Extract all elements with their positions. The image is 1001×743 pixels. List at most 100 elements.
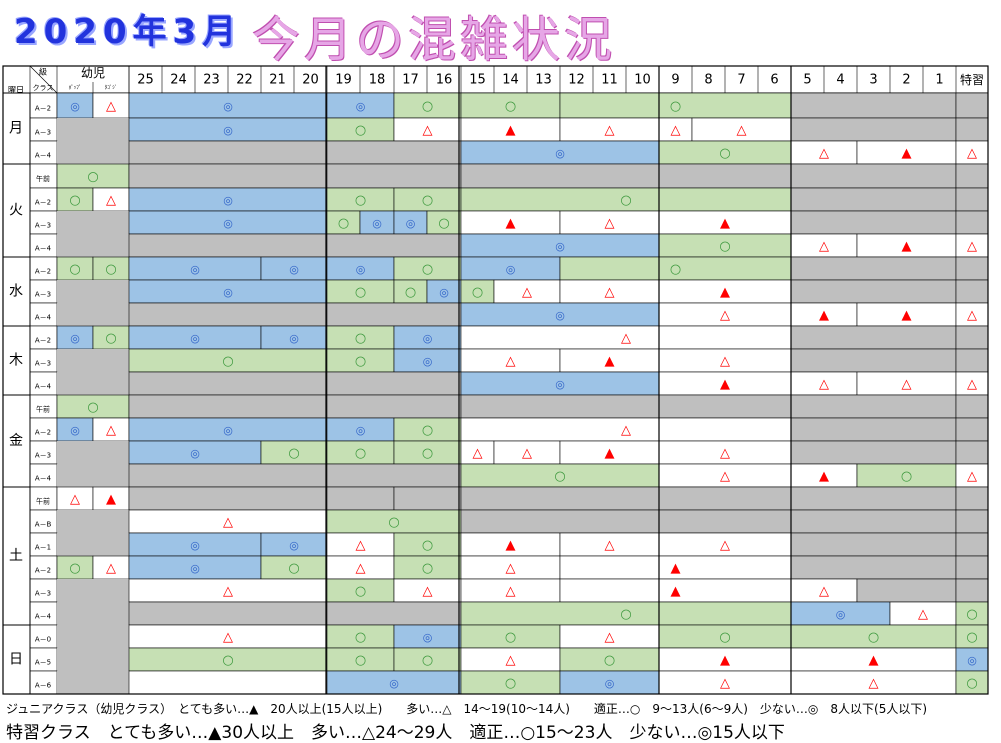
header-date-1: 1 <box>935 73 943 88</box>
header-date-10: 10 <box>634 73 651 88</box>
date-cell <box>955 117 989 142</box>
cell-symbol: △ <box>522 446 532 461</box>
class-label: A－2 <box>35 337 51 345</box>
cell-symbol: ○ <box>966 676 977 691</box>
cell-symbol: △ <box>819 239 829 254</box>
class-label: A－4 <box>35 383 52 391</box>
date-cell <box>955 256 989 281</box>
cell-symbol: ▲ <box>902 146 912 161</box>
youji-symbol: △ <box>106 99 116 114</box>
header-date-22: 22 <box>236 73 253 88</box>
youji-gray <box>57 648 129 671</box>
youji-gray <box>57 579 129 602</box>
class-label: 午前 <box>36 405 50 414</box>
cell-symbol: ○ <box>355 193 366 208</box>
cell-symbol: ○ <box>355 331 366 346</box>
date-cell <box>955 555 989 580</box>
cell-symbol: ◎ <box>605 677 615 690</box>
youji-gray <box>57 533 129 556</box>
youji-symbol: ○ <box>87 170 98 185</box>
cell-symbol: ○ <box>355 285 366 300</box>
date-cell <box>955 187 989 212</box>
date-cell <box>393 486 462 511</box>
youji-gray <box>57 211 129 234</box>
legend-tokushu: 特習クラス とても多い…▲30人以上 多い…△24～29人 適正…○15～23人… <box>6 723 785 743</box>
class-label: A－4 <box>35 314 52 322</box>
cell-symbol: ◎ <box>289 539 299 552</box>
cell-symbol: ▲ <box>605 354 615 369</box>
date-cell <box>326 486 395 511</box>
cell-symbol: ▲ <box>671 561 681 576</box>
header-date-6: 6 <box>770 73 778 88</box>
header-date-21: 21 <box>269 73 286 88</box>
cell-symbol: ○ <box>338 216 349 231</box>
cell-symbol: ▲ <box>819 308 829 323</box>
date-cell <box>128 140 328 165</box>
class-label: A－3 <box>35 590 51 598</box>
date-cell <box>326 601 462 626</box>
date-cell <box>790 440 957 465</box>
youji-gray <box>57 602 129 625</box>
cell-symbol: △ <box>967 469 977 484</box>
cell-symbol: ○ <box>604 653 615 668</box>
date-cell <box>955 394 989 419</box>
cell-symbol: ○ <box>355 446 366 461</box>
class-label: A－2 <box>35 567 51 575</box>
cell-symbol: △ <box>967 239 977 254</box>
date-cell <box>790 325 957 350</box>
cell-symbol: ◎ <box>506 263 516 276</box>
youji-symbol: △ <box>106 193 116 208</box>
header-date-8: 8 <box>704 73 712 88</box>
date-cell <box>128 371 328 396</box>
cell-symbol: ○ <box>472 285 483 300</box>
youji-gray <box>57 671 129 694</box>
cell-symbol: ○ <box>355 584 366 599</box>
cell-symbol: ◎ <box>389 677 399 690</box>
cell-symbol: ▲ <box>605 446 615 461</box>
youji-gray <box>57 372 129 395</box>
cell-symbol: ▲ <box>720 285 730 300</box>
cell-symbol: ▲ <box>720 377 730 392</box>
cell-symbol: ◎ <box>406 217 416 230</box>
youji-gray <box>57 464 129 487</box>
class-label: A－2 <box>35 199 51 207</box>
cell-symbol: ○ <box>620 193 631 208</box>
class-label: A－2 <box>35 268 51 276</box>
cell-symbol: ○ <box>620 607 631 622</box>
cell-symbol: ◎ <box>836 608 846 621</box>
cell-symbol: △ <box>819 146 829 161</box>
youji-gray <box>57 141 129 164</box>
cell-symbol: △ <box>967 146 977 161</box>
cell-symbol: ○ <box>554 469 565 484</box>
date-cell <box>955 348 989 373</box>
cell-symbol: △ <box>967 377 977 392</box>
date-cell <box>460 394 792 419</box>
cell-symbol: ◎ <box>223 100 233 113</box>
cell-symbol: ◎ <box>190 562 200 575</box>
youji-symbol: ◎ <box>70 100 80 113</box>
cell-symbol: △ <box>605 630 615 645</box>
youji-gray <box>57 441 129 464</box>
youji-symbol: ○ <box>69 561 80 576</box>
class-label: A－3 <box>35 291 51 299</box>
header-date-20: 20 <box>302 73 319 88</box>
cell-symbol: ○ <box>505 99 516 114</box>
day-label-金: 金 <box>9 433 23 449</box>
header-date-7: 7 <box>737 73 745 88</box>
date-cell <box>790 117 957 142</box>
cell-symbol: ◎ <box>356 100 366 113</box>
day-label-木: 木 <box>9 353 23 369</box>
date-cell <box>790 509 957 534</box>
date-cell <box>460 486 792 511</box>
date-cell <box>326 463 462 488</box>
cell-symbol: ○ <box>505 676 516 691</box>
cell-symbol: ◎ <box>289 332 299 345</box>
class-label: A－4 <box>35 152 52 160</box>
date-cell <box>790 187 957 212</box>
cell-symbol: ○ <box>422 538 433 553</box>
cell-symbol: ◎ <box>423 332 433 345</box>
cell-symbol: △ <box>506 561 516 576</box>
header-date-4: 4 <box>836 73 844 88</box>
header-youji-tagoji: ﾀｺﾞｼﾞ <box>105 84 118 91</box>
